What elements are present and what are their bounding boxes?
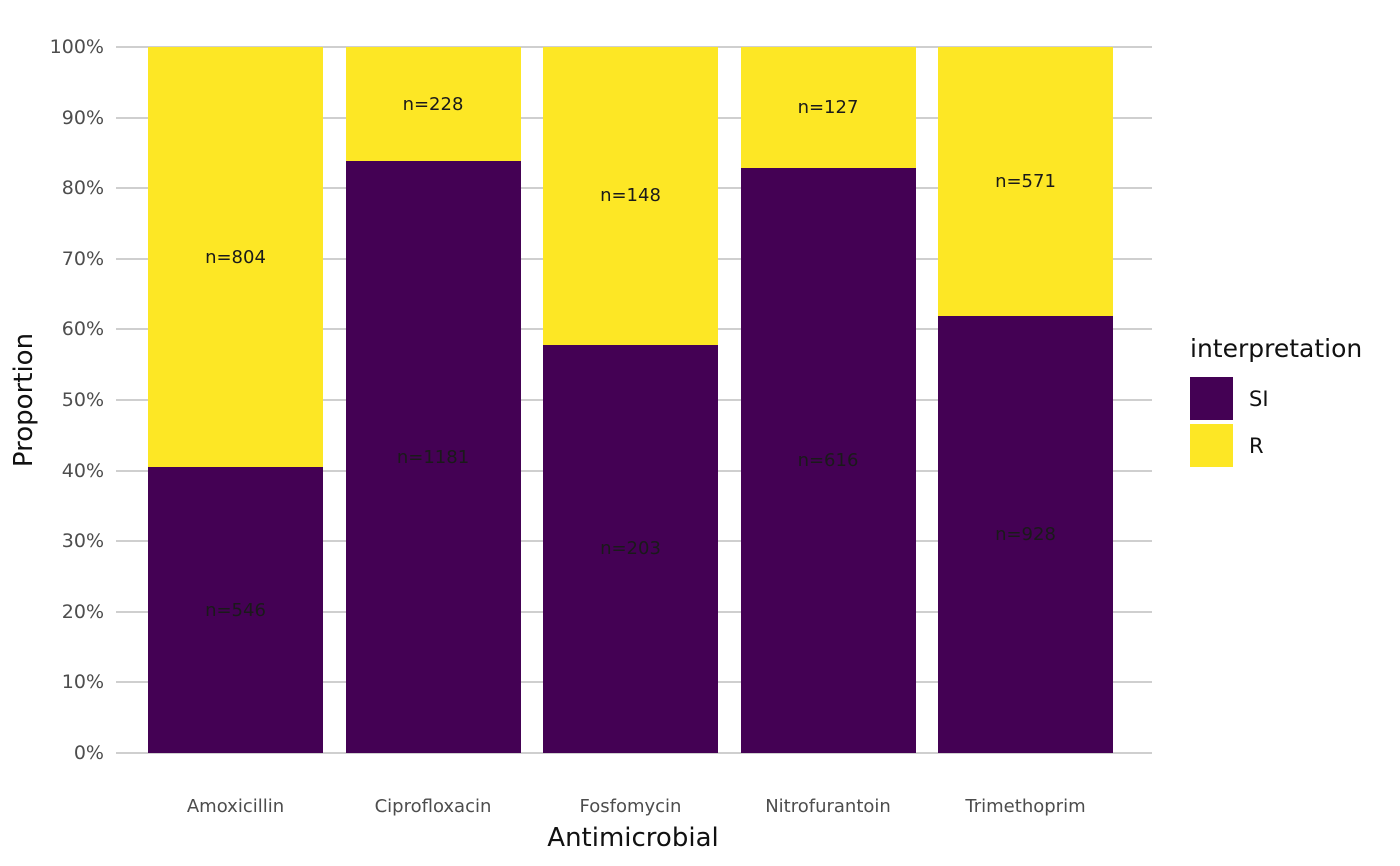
bar-fosfomycin: n=148 n=203	[543, 47, 718, 753]
y-tick-label: 70%	[61, 247, 104, 270]
x-tick-label-ciprofloxacin: Ciprofloxacin	[374, 796, 492, 817]
y-axis-title: Proportion	[9, 332, 39, 468]
legend-swatch-si	[1190, 377, 1233, 420]
segment-si-count-label: n=203	[600, 538, 661, 560]
segment-si-count-label: n=928	[995, 523, 1056, 545]
segment-si-count-label: n=546	[205, 599, 266, 621]
x-tick-label-amoxicillin: Amoxicillin	[186, 796, 285, 817]
segment-si: n=928	[938, 315, 1113, 753]
y-tick-label: 30%	[61, 530, 104, 553]
bar-nitrofurantoin: n=127 n=616	[740, 47, 916, 753]
plot-panel: n=804 n=546 n=228 n=1181 n=148 n=203 n=127 n=61…	[116, 46, 1152, 754]
segment-r-count-label: n=804	[205, 246, 266, 268]
y-tick-label: 90%	[61, 106, 104, 129]
x-tick-label-nitrofurantoin: Nitrofurantoin	[765, 796, 891, 817]
y-tick-label: 60%	[61, 318, 104, 341]
segment-r-count-label: n=228	[402, 93, 464, 115]
segment-r-count-label: n=127	[797, 96, 859, 118]
segment-si: n=1181	[345, 161, 521, 753]
segment-r: n=148	[543, 47, 718, 345]
legend-item-si: SI	[1190, 377, 1362, 420]
legend-swatch-r	[1190, 424, 1233, 467]
legend-label: R	[1249, 433, 1264, 458]
x-tick-label-trimethoprim: Trimethoprim	[965, 796, 1086, 817]
segment-r: n=228	[345, 47, 521, 162]
y-tick-label: 80%	[61, 177, 104, 200]
gridline	[116, 752, 1152, 754]
segment-si: n=546	[148, 467, 323, 753]
bar-trimethoprim: n=571 n=928	[938, 47, 1113, 753]
segment-si: n=203	[543, 344, 718, 753]
segment-r-count-label: n=571	[995, 170, 1056, 192]
bar-amoxicillin: n=804 n=546	[148, 47, 323, 753]
legend-items: SI R	[1190, 377, 1362, 467]
bar-ciprofloxacin: n=228 n=1181	[345, 47, 521, 753]
legend-item-r: R	[1190, 424, 1362, 467]
y-tick-label: 50%	[61, 389, 104, 411]
y-tick-label: 20%	[61, 600, 104, 623]
segment-si: n=616	[740, 167, 916, 753]
segment-r: n=804	[148, 47, 323, 468]
legend-title: interpretation	[1190, 334, 1363, 363]
y-tick-label: 0%	[73, 742, 104, 764]
segment-si-count-label: n=616	[797, 449, 859, 471]
y-tick-label: 10%	[61, 671, 104, 694]
y-tick-label: 100%	[49, 36, 104, 58]
x-axis-title: Antimicrobial	[547, 823, 719, 853]
segment-si-count-label: n=1181	[396, 446, 470, 468]
legend-label: SI	[1249, 386, 1269, 411]
y-tick-label: 40%	[61, 459, 104, 482]
segment-r-count-label: n=148	[600, 185, 661, 207]
legend: interpretation SI R	[1190, 334, 1362, 471]
segment-r: n=571	[938, 47, 1113, 316]
x-tick-label-fosfomycin: Fosfomycin	[579, 796, 682, 817]
segment-r: n=127	[740, 47, 916, 168]
